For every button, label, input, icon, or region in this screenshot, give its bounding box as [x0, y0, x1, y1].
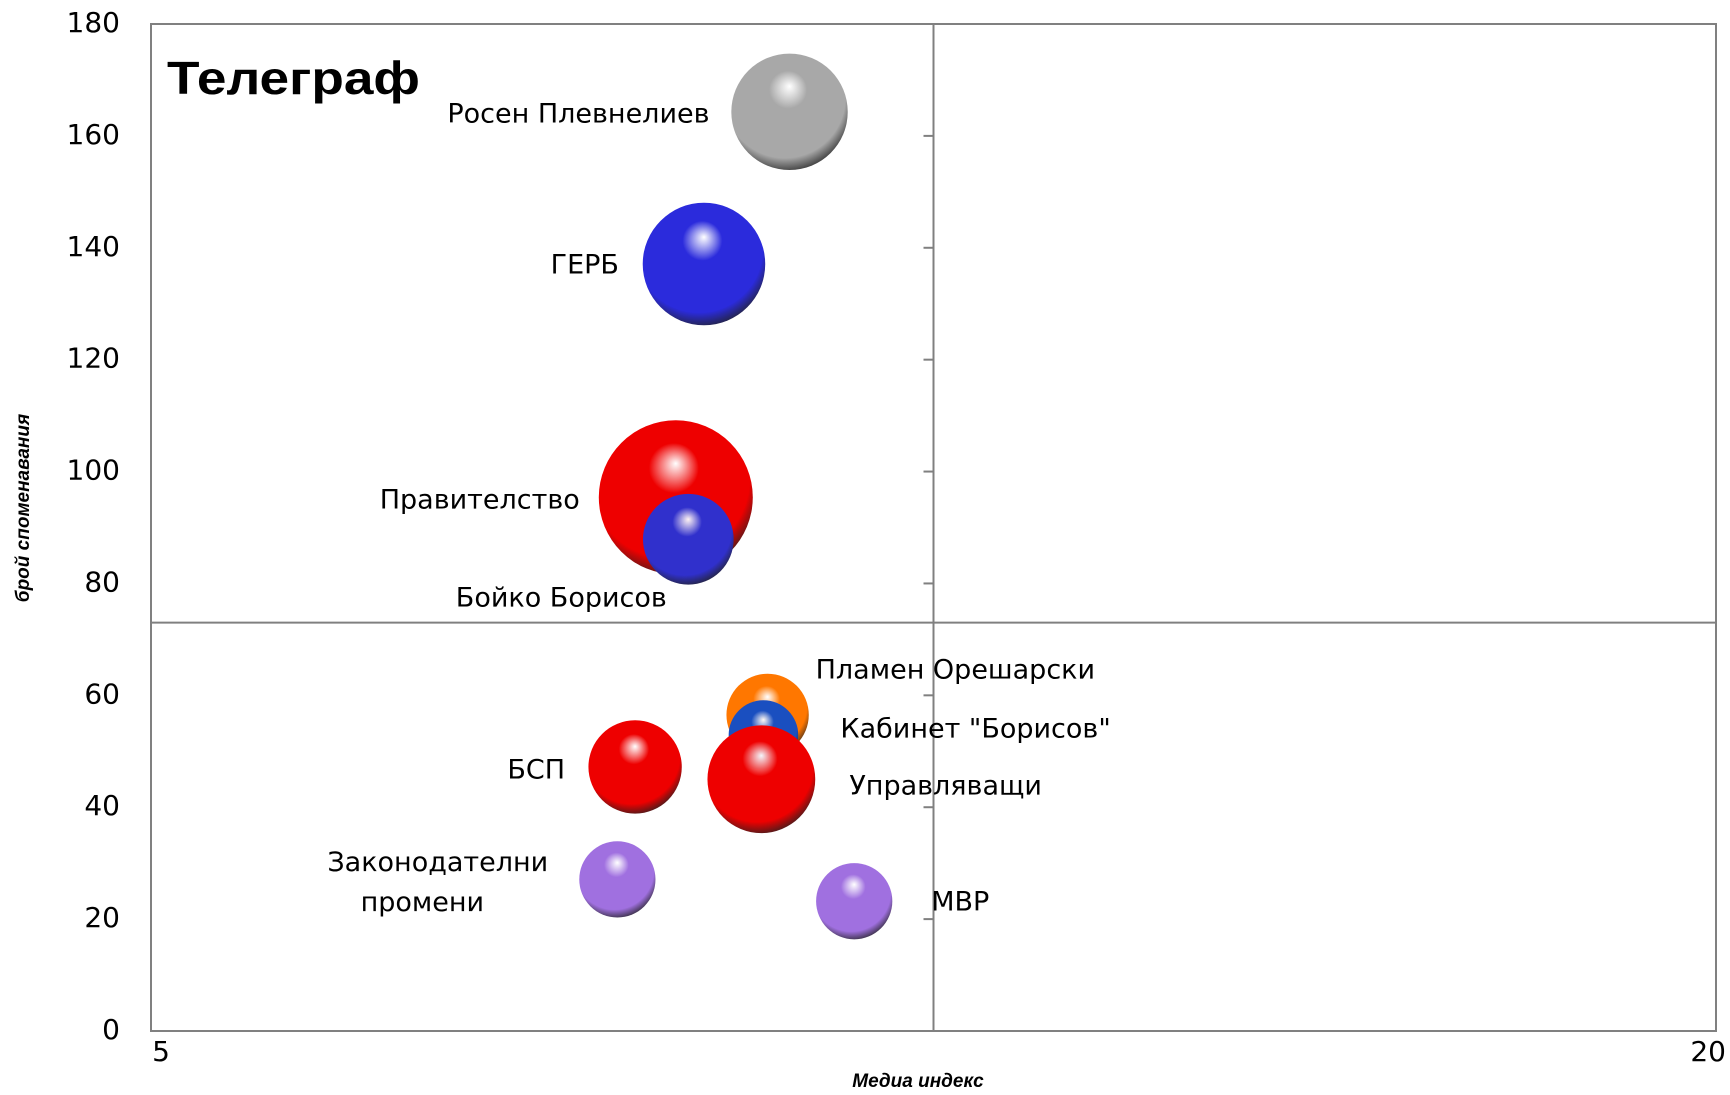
bubble — [707, 725, 816, 834]
logo: Телеграф — [167, 52, 420, 104]
bubble — [642, 202, 766, 326]
bubble-label: Законодателни промени — [327, 847, 549, 918]
bubble — [579, 841, 656, 918]
y-tick-label: 100 — [67, 454, 120, 487]
bubble-label: Правителство — [379, 484, 580, 516]
bubble — [642, 493, 734, 585]
bubble — [816, 863, 893, 940]
y-tick-label: 0 — [102, 1013, 120, 1046]
x-tick-label: 5 — [152, 1035, 170, 1068]
bubble-label: ГЕРБ — [550, 249, 619, 281]
bubble-label: МВР — [931, 886, 990, 918]
bubble-label: Росен Плевнелиев — [447, 98, 710, 130]
y-tick-label: 120 — [67, 342, 120, 375]
bubble-label: Управляващи — [849, 770, 1042, 802]
y-tick-label: 20 — [84, 901, 120, 934]
bubble-label: Бойко Борисов — [455, 582, 667, 614]
y-tick-label: 80 — [84, 565, 120, 598]
bubble-label: БСП — [507, 754, 566, 786]
x-axis-title: Медиа индекс — [852, 1071, 984, 1092]
y-tick-label: 60 — [84, 677, 120, 710]
x-tick-label: 20 — [1690, 1035, 1726, 1068]
y-tick-label: 160 — [67, 118, 120, 151]
y-tick-label: 40 — [84, 789, 120, 822]
bubble — [731, 53, 848, 171]
y-tick-label: 180 — [67, 6, 120, 39]
bubble-label: Пламен Орешарски — [815, 654, 1096, 686]
y-axis-title: брой споменавания — [13, 414, 34, 602]
bubble — [588, 720, 682, 814]
y-tick-label: 140 — [67, 230, 120, 263]
bubble-label: Кабинет "Борисов" — [840, 713, 1111, 745]
